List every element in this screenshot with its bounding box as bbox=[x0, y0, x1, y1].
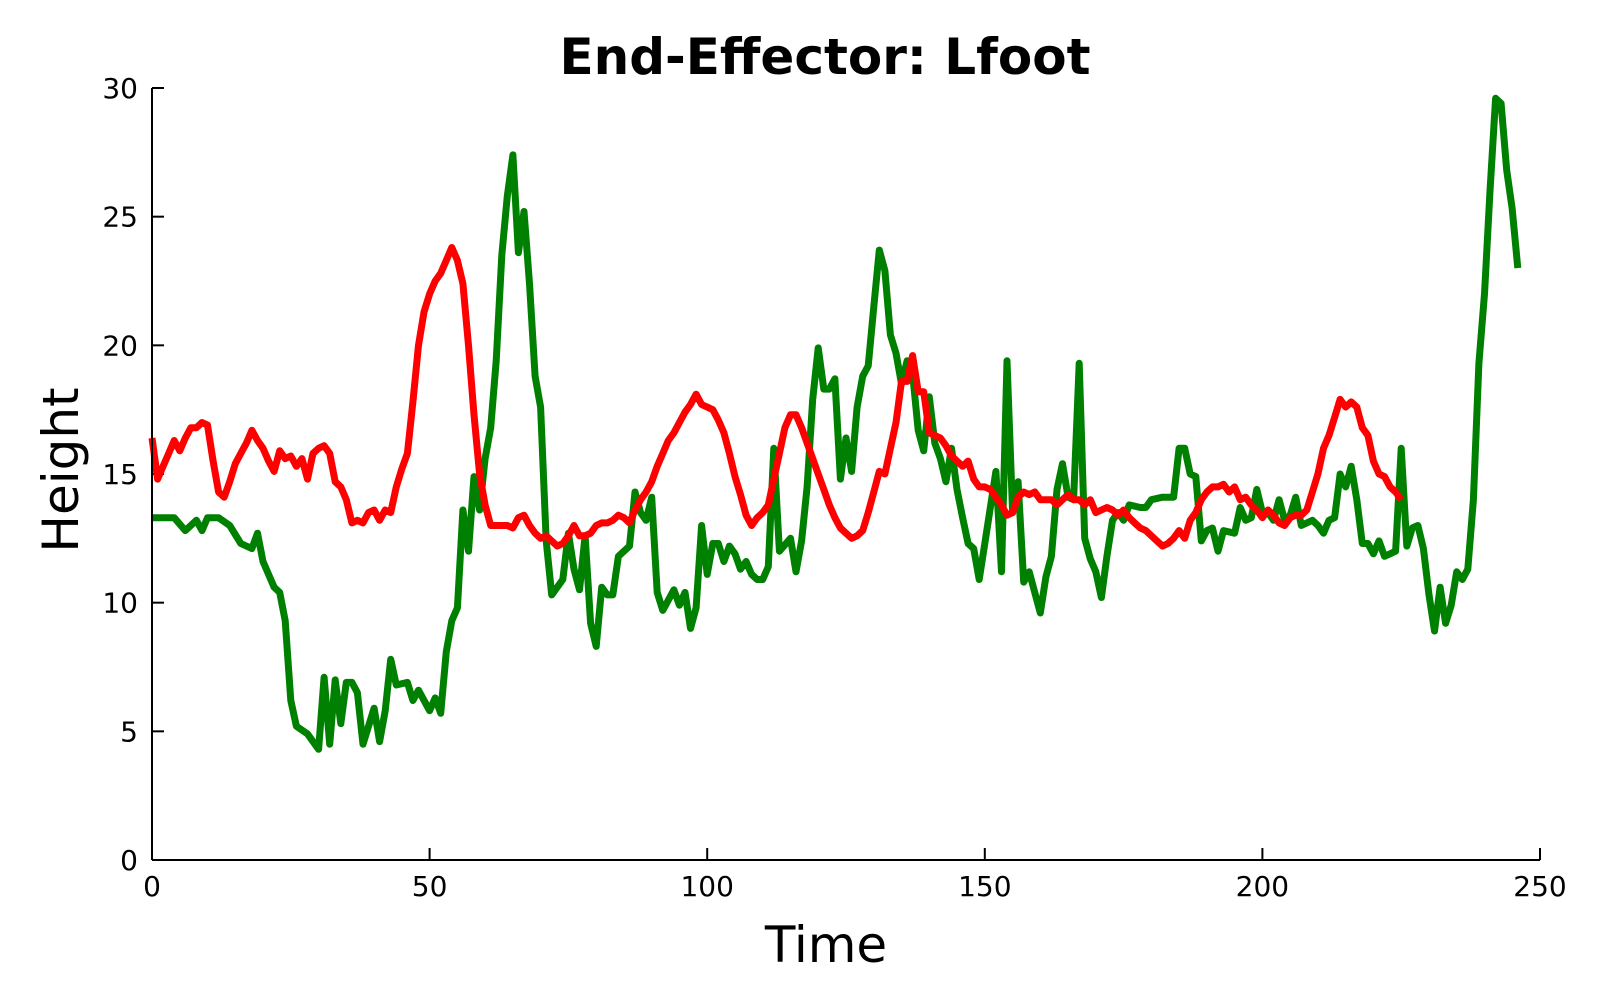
y-tick-label: 5 bbox=[120, 715, 138, 748]
y-tick-label: 10 bbox=[102, 587, 138, 620]
chart-title: End-Effector: Lfoot bbox=[559, 28, 1090, 86]
y-tick-label: 30 bbox=[102, 72, 138, 105]
axis-ticks: 0 5 10 15 20 25 30 0 50 100 150 200 250 bbox=[102, 72, 1566, 903]
x-tick-label: 200 bbox=[1236, 870, 1289, 903]
series-line-red bbox=[148, 244, 1405, 550]
y-axis-label: Height bbox=[32, 387, 90, 552]
series-lines bbox=[148, 94, 1522, 753]
y-tick-label: 15 bbox=[102, 458, 138, 491]
x-tick-label: 250 bbox=[1513, 870, 1566, 903]
x-axis-label: Time bbox=[764, 916, 887, 974]
y-tick-label: 0 bbox=[120, 844, 138, 877]
x-tick-label: 50 bbox=[412, 870, 448, 903]
x-tick-label: 0 bbox=[143, 870, 161, 903]
y-tick-label: 20 bbox=[102, 329, 138, 362]
series-line-green bbox=[152, 94, 1522, 753]
x-tick-label: 100 bbox=[680, 870, 733, 903]
x-tick-label: 150 bbox=[958, 870, 1011, 903]
axes bbox=[151, 88, 1540, 861]
y-tick-label: 25 bbox=[102, 201, 138, 234]
